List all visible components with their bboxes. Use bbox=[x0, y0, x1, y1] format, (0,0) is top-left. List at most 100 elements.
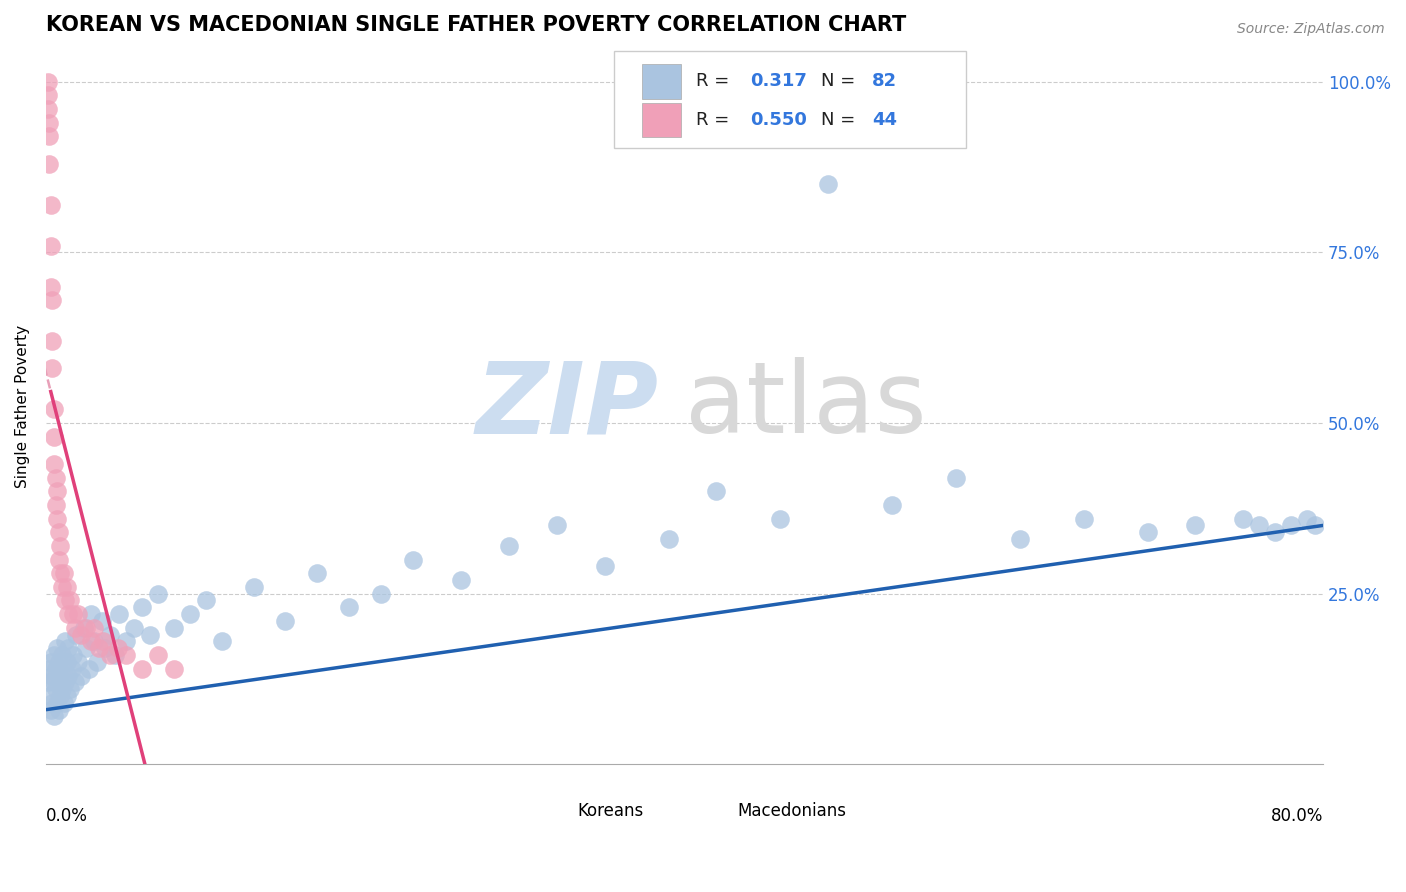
Point bbox=[1264, 525, 1286, 540]
Point bbox=[62, 648, 84, 662]
Point bbox=[87, 641, 110, 656]
Point bbox=[48, 525, 70, 540]
Point bbox=[163, 621, 186, 635]
Point bbox=[45, 682, 67, 697]
Point bbox=[93, 634, 115, 648]
Point bbox=[46, 484, 69, 499]
Point bbox=[194, 593, 217, 607]
Point bbox=[83, 634, 105, 648]
Point bbox=[66, 655, 89, 669]
Point bbox=[498, 539, 520, 553]
Point bbox=[146, 648, 169, 662]
Point bbox=[242, 580, 264, 594]
Point bbox=[131, 600, 153, 615]
Point bbox=[706, 484, 728, 499]
Point bbox=[337, 600, 360, 615]
Point bbox=[38, 689, 60, 703]
Text: 44: 44 bbox=[872, 112, 897, 129]
Point bbox=[94, 641, 117, 656]
Point bbox=[86, 655, 108, 669]
Point bbox=[45, 470, 67, 484]
Point bbox=[39, 655, 62, 669]
Point bbox=[546, 518, 568, 533]
Point bbox=[66, 607, 89, 621]
Point bbox=[45, 498, 67, 512]
Text: atlas: atlas bbox=[685, 358, 927, 454]
Point bbox=[769, 511, 792, 525]
Point bbox=[70, 668, 93, 682]
Point bbox=[48, 552, 70, 566]
Point bbox=[55, 689, 77, 703]
Point bbox=[42, 457, 65, 471]
Point bbox=[75, 641, 97, 656]
Point bbox=[48, 668, 70, 682]
Point bbox=[90, 614, 112, 628]
Point bbox=[146, 587, 169, 601]
Point bbox=[114, 634, 136, 648]
Point bbox=[37, 88, 59, 103]
Point bbox=[41, 293, 63, 308]
Point bbox=[51, 580, 73, 594]
Point bbox=[1136, 525, 1159, 540]
Point bbox=[402, 552, 425, 566]
Text: 0.550: 0.550 bbox=[749, 112, 807, 129]
Point bbox=[58, 641, 80, 656]
Text: 0.0%: 0.0% bbox=[46, 807, 87, 825]
Point bbox=[41, 696, 63, 710]
Point bbox=[38, 116, 60, 130]
Point bbox=[38, 129, 60, 144]
Point bbox=[51, 648, 73, 662]
Point bbox=[37, 102, 59, 116]
Point bbox=[83, 621, 105, 635]
Point bbox=[60, 662, 83, 676]
Text: Macedonians: Macedonians bbox=[737, 802, 846, 820]
Bar bbox=[643, 103, 681, 137]
Point bbox=[39, 197, 62, 211]
Text: KOREAN VS MACEDONIAN SINGLE FATHER POVERTY CORRELATION CHART: KOREAN VS MACEDONIAN SINGLE FATHER POVER… bbox=[46, 15, 907, 35]
Point bbox=[1303, 518, 1326, 533]
Point bbox=[37, 675, 59, 690]
Point bbox=[49, 689, 72, 703]
Point bbox=[274, 614, 297, 628]
Point bbox=[163, 662, 186, 676]
Text: N =: N = bbox=[821, 112, 862, 129]
Point bbox=[107, 641, 129, 656]
Point bbox=[39, 703, 62, 717]
Point bbox=[41, 668, 63, 682]
Point bbox=[46, 696, 69, 710]
Point bbox=[53, 675, 76, 690]
Point bbox=[62, 607, 84, 621]
Text: 80.0%: 80.0% bbox=[1271, 807, 1323, 825]
Point bbox=[49, 675, 72, 690]
Point bbox=[38, 157, 60, 171]
FancyBboxPatch shape bbox=[614, 51, 966, 148]
Point bbox=[307, 566, 329, 581]
Point bbox=[98, 627, 121, 641]
Point bbox=[42, 402, 65, 417]
Point bbox=[1296, 511, 1319, 525]
Point bbox=[51, 682, 73, 697]
Point bbox=[58, 668, 80, 682]
Point bbox=[98, 648, 121, 662]
Point bbox=[55, 580, 77, 594]
Point bbox=[1279, 518, 1302, 533]
Point bbox=[39, 279, 62, 293]
Point bbox=[817, 177, 839, 191]
Text: N =: N = bbox=[821, 72, 862, 90]
Point bbox=[63, 621, 86, 635]
Point bbox=[53, 634, 76, 648]
Point bbox=[104, 648, 127, 662]
Point bbox=[52, 662, 75, 676]
Point bbox=[114, 648, 136, 662]
Point bbox=[880, 498, 903, 512]
Bar bbox=[697, 798, 730, 823]
Point bbox=[46, 641, 69, 656]
Point bbox=[179, 607, 201, 621]
Point bbox=[39, 238, 62, 252]
Point bbox=[46, 511, 69, 525]
Point bbox=[49, 539, 72, 553]
Point bbox=[52, 696, 75, 710]
Point bbox=[38, 662, 60, 676]
Point bbox=[42, 675, 65, 690]
Point bbox=[52, 566, 75, 581]
